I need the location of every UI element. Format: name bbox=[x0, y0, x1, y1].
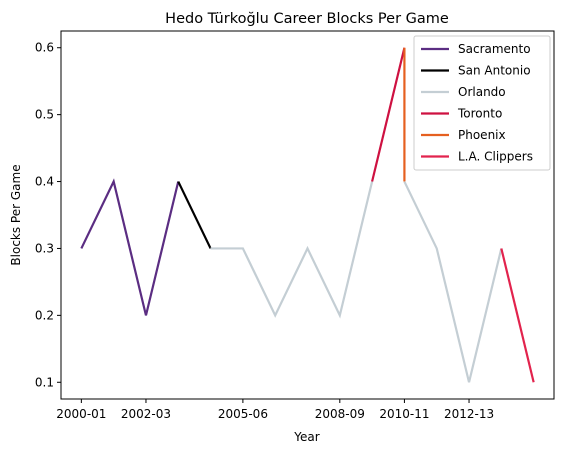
plot-area bbox=[60, 30, 555, 400]
x-tick-label: 2000-01 bbox=[56, 407, 106, 421]
series-line-l-a-clippers bbox=[500, 248, 535, 383]
legend-label-orlando: Orlando bbox=[458, 85, 506, 99]
legend: Sacramento San Antonio Orlando Toronto Phoen… bbox=[413, 35, 551, 171]
x-axis-label: Year bbox=[293, 430, 319, 444]
legend-label-sacramento: Sacramento bbox=[458, 42, 531, 56]
y-axis: 0.1 0.2 0.3 0.4 0.5 0.6 bbox=[35, 41, 61, 389]
x-tick-label: 2002-03 bbox=[121, 407, 171, 421]
legend-items: Sacramento San Antonio Orlando Toronto Phoen… bbox=[421, 42, 533, 164]
series-line-san-antonio bbox=[177, 181, 212, 249]
x-tick-label: 2010-11 bbox=[379, 407, 429, 421]
x-tick-label: 2005-06 bbox=[218, 407, 268, 421]
series-lines bbox=[80, 47, 535, 383]
x-axis: 2000-01 2002-03 2005-06 2008-09 2010-11 2012-… bbox=[56, 399, 494, 421]
series-line-toronto bbox=[371, 47, 406, 182]
y-tick-label: 0.4 bbox=[35, 175, 54, 189]
chart-title: Hedo Türkoğlu Career Blocks Per Game bbox=[165, 11, 449, 27]
series-line-orlando bbox=[210, 181, 374, 319]
legend-label-toronto: Toronto bbox=[457, 107, 502, 121]
y-tick-label: 0.2 bbox=[35, 308, 54, 322]
legend-label-l-a-clippers: L.A. Clippers bbox=[458, 150, 533, 164]
y-tick-label: 0.5 bbox=[35, 108, 54, 122]
y-tick-label: 0.6 bbox=[35, 41, 54, 55]
y-tick-label: 0.1 bbox=[35, 375, 54, 389]
plot-frame bbox=[60, 30, 555, 400]
legend-label-san-antonio: San Antonio bbox=[458, 64, 531, 78]
series-line-sacramento bbox=[80, 178, 180, 316]
y-tick-label: 0.3 bbox=[35, 241, 54, 255]
x-tick-label: 2012-13 bbox=[444, 407, 494, 421]
legend-label-phoenix: Phoenix bbox=[458, 128, 506, 142]
series-line-orlando bbox=[403, 181, 503, 383]
y-axis-label: Blocks Per Game bbox=[9, 164, 23, 265]
x-tick-label: 2008-09 bbox=[315, 407, 365, 421]
